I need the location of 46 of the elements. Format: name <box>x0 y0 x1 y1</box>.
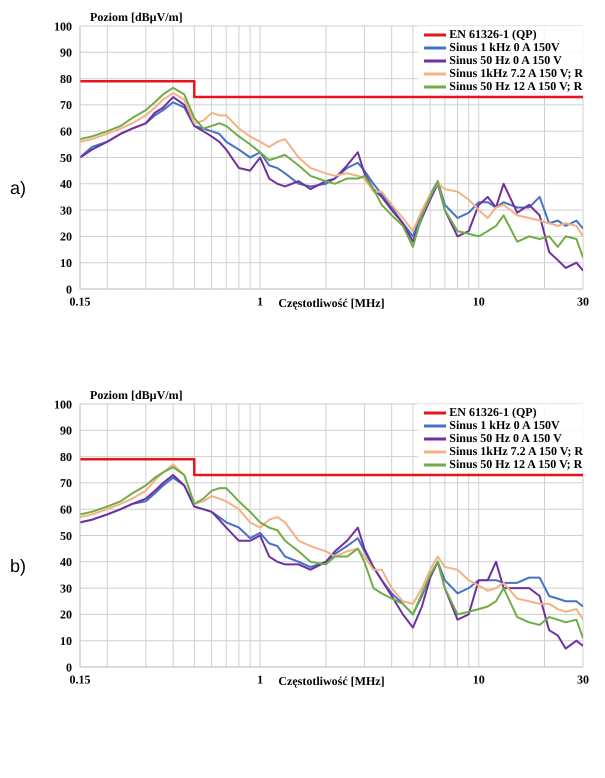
y-tick-label: 80 <box>60 72 72 86</box>
legend-label: Sinus 50 Hz 0 A 150 V <box>449 53 562 67</box>
x-tick-label: 0.15 <box>70 294 90 309</box>
y-tick-label: 100 <box>54 19 72 34</box>
legend-label: Sinus 1 kHz 0 A 150V <box>449 418 560 432</box>
x-axis-title: Częstotliwość [MHz] <box>278 296 385 310</box>
legend-label: Sinus 50 Hz 12 A 150 V; R <box>449 457 582 471</box>
x-tick-label: 10 <box>472 294 485 309</box>
y-tick-label: 10 <box>60 256 72 270</box>
y-tick-label: 60 <box>60 502 72 516</box>
y-tick-label: 10 <box>60 634 72 648</box>
y-tick-label: 0 <box>66 282 72 296</box>
legend-label: Sinus 1kHz 7.2 A 150 V; R <box>449 66 583 80</box>
legend-label: EN 61326-1 (QP) <box>449 405 537 419</box>
legend-label: Sinus 50 Hz 12 A 150 V; R <box>449 79 582 93</box>
y-tick-label: 50 <box>60 150 72 165</box>
legend-label: EN 61326-1 (QP) <box>449 27 537 41</box>
text: b) <box>10 556 26 578</box>
y-tick-label: 30 <box>60 203 72 218</box>
y-tick-label: 90 <box>60 424 72 438</box>
y-tick-label: 30 <box>60 581 72 596</box>
y-tick-label: 70 <box>60 98 72 112</box>
x-tick-label: 0.15 <box>70 672 90 687</box>
y-tick-label: 0 <box>66 660 72 674</box>
y-tick-label: 60 <box>60 124 72 138</box>
x-tick-label: 10 <box>472 672 485 687</box>
y-tick-label: 40 <box>60 177 72 192</box>
x-tick-label: 30 <box>577 294 589 309</box>
y-tick-label: 40 <box>60 555 72 570</box>
x-tick-label: 1 <box>257 294 264 309</box>
legend-label: Sinus 1kHz 7.2 A 150 V; R <box>449 444 583 458</box>
y-tick-label: 70 <box>60 476 72 490</box>
legend-label: Sinus 1 kHz 0 A 150V <box>449 40 560 54</box>
y-axis-title: Poziom [dBµV/m] <box>90 10 183 24</box>
x-tick-label: 1 <box>257 672 264 687</box>
y-tick-label: 100 <box>54 397 72 412</box>
y-tick-label: 50 <box>60 528 72 543</box>
y-tick-label: 20 <box>60 230 72 244</box>
y-tick-label: 90 <box>60 46 72 60</box>
legend-label: Sinus 50 Hz 0 A 150 V <box>449 431 562 445</box>
x-tick-label: 30 <box>577 672 589 687</box>
y-axis-title: Poziom [dBµV/m] <box>90 388 183 402</box>
x-axis-title: Częstotliwość [MHz] <box>278 674 385 688</box>
text: a) <box>10 178 26 200</box>
y-tick-label: 20 <box>60 608 72 622</box>
y-tick-label: 80 <box>60 450 72 464</box>
